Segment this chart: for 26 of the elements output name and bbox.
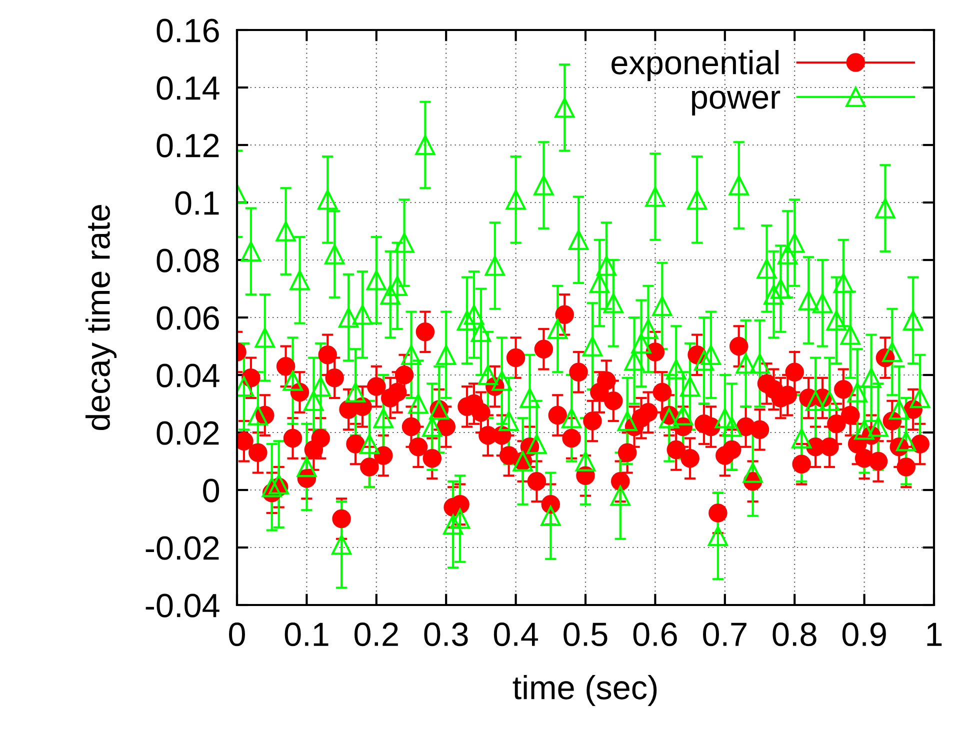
y-tick-label: 0.12 (156, 134, 219, 158)
legend-label: exponential (612, 50, 778, 82)
x-tick-label: 0.2 (354, 622, 398, 646)
x-tick-label: 0.9 (842, 622, 886, 646)
y-tick-label: 0.1 (175, 191, 219, 215)
x-tick-label: 1 (927, 622, 942, 646)
x-tick-label: 0.7 (703, 622, 746, 646)
y-tick-label: 0.08 (156, 248, 219, 272)
y-tick-label: 0.16 (156, 18, 219, 42)
y-tick-label: 0.06 (156, 306, 219, 330)
x-tick-label: 0.6 (633, 622, 677, 646)
y-tick-label: -0.04 (146, 594, 220, 618)
y-tick-label: 0 (203, 478, 220, 502)
x-tick-label: 0.1 (284, 622, 328, 646)
x-tick-label: 0.5 (564, 622, 608, 646)
x-axis-title: time (sec) (512, 674, 657, 706)
y-tick-label: 0.04 (156, 364, 220, 388)
legend-label: power (692, 90, 780, 116)
x-tick-label: 0.8 (772, 622, 816, 646)
y-tick-label: -0.02 (146, 536, 219, 560)
x-tick-label: 0.4 (494, 622, 538, 646)
x-tick-label: 0 (229, 622, 245, 646)
x-tick-label: 0.3 (424, 622, 468, 646)
y-tick-label: 0.14 (156, 76, 220, 100)
y-axis-title: decay time rate (86, 205, 117, 430)
y-tick-label: 0.02 (156, 421, 219, 445)
